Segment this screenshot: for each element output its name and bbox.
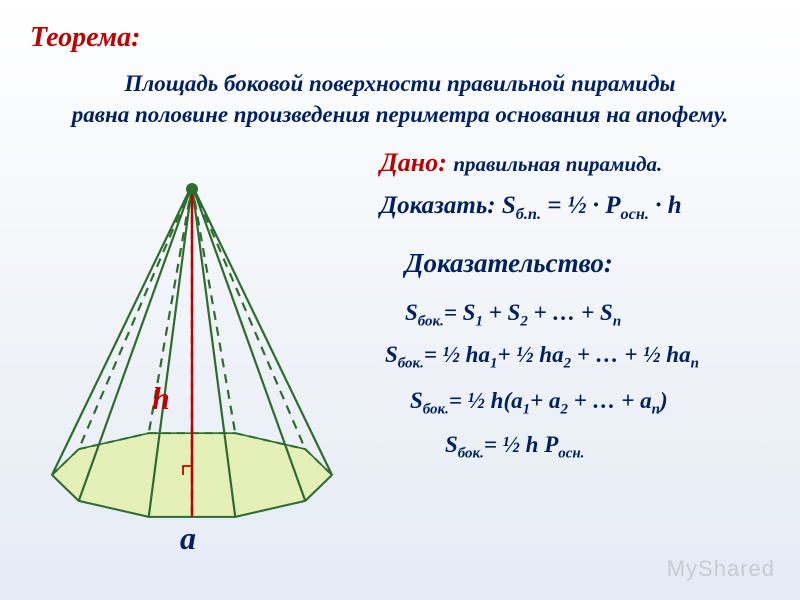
statement-line-1: Площадь боковой поверхности правильной п…	[125, 71, 676, 96]
prove-line: Доказать: Sб.п. = ½ · Pосн. · h	[380, 192, 780, 224]
formula-4: Sбок.= ½ h Pосн.	[445, 432, 584, 463]
statement-line-2: равна половине произведения периметра ос…	[72, 102, 729, 127]
label-h: h	[152, 380, 170, 417]
pyramid-figure	[32, 175, 352, 545]
slide: Теорема: Площадь боковой поверхности пра…	[0, 0, 800, 600]
theorem-statement: Площадь боковой поверхности правильной п…	[0, 68, 800, 130]
theorem-title: Теорема:	[30, 22, 140, 54]
formula-3: Sбок.= ½ h(a1+ a2 + … + an)	[410, 388, 668, 419]
given-line: Дано: правильная пирамида.	[380, 148, 780, 178]
formula-2: Sбок.= ½ ha1+ ½ ha2 + … + ½ han	[385, 342, 699, 373]
watermark: MyShared	[667, 556, 775, 582]
proof-header: Доказательство:	[405, 248, 613, 279]
given-rest: правильная пирамида.	[453, 152, 662, 176]
given-and-prove: Дано: правильная пирамида. Доказать: Sб.…	[380, 148, 780, 224]
given-lead: Дано:	[380, 148, 453, 177]
label-a: a	[180, 520, 196, 557]
formula-1: Sбок.= S1 + S2 + … + Sn	[405, 300, 621, 331]
